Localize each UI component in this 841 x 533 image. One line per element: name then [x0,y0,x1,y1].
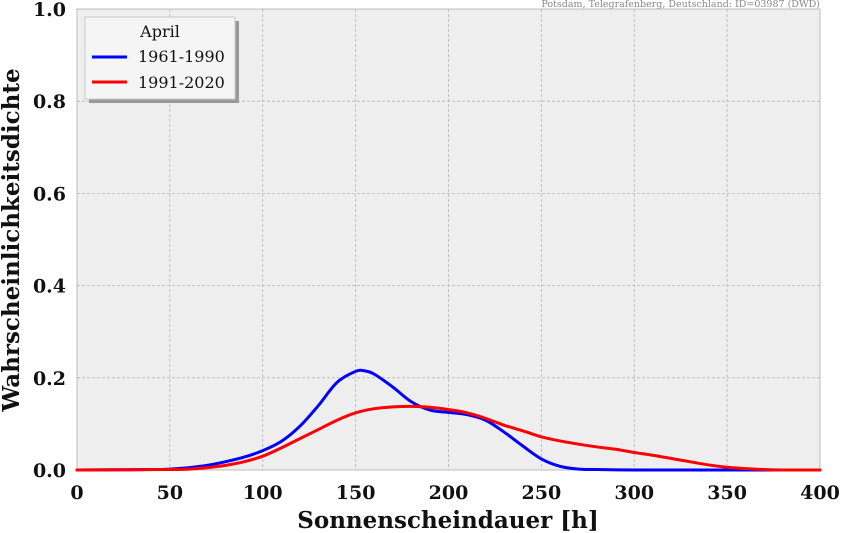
y-tick-label: 0.8 [33,91,66,113]
x-tick-label: 150 [336,482,376,504]
x-tick-label: 50 [157,482,183,504]
y-tick-label: 1.0 [33,0,66,21]
source-note: Potsdam, Telegrafenberg, Deutschland: ID… [541,0,820,10]
x-tick-label: 250 [522,482,562,504]
legend-title: April [139,22,180,41]
y-tick-label: 0.0 [33,460,66,482]
y-tick-labels: 0.0 0.2 0.4 0.6 0.8 1.0 [33,0,66,482]
legend: April 1961-1990 1991-2020 [84,16,239,103]
y-tick-label: 0.6 [33,183,66,205]
legend-entry-1961-1990: 1961-1990 [138,47,225,66]
x-tick-label: 0 [70,482,83,504]
y-tick-label: 0.2 [33,368,66,390]
x-tick-label: 350 [707,482,747,504]
series-line-1991-2020 [75,404,822,472]
y-axis-title: Wahrscheinlichkeitsdichte [0,68,25,412]
legend-entry-1991-2020: 1991-2020 [138,73,225,92]
y-tick-label: 0.4 [33,276,66,298]
x-axis-title: Sonnenscheindauer [h] [297,507,598,533]
x-tick-labels: 0 50 100 150 200 250 300 350 400 [70,482,839,504]
x-tick-label: 400 [800,482,840,504]
x-tick-label: 300 [614,482,654,504]
x-tick-label: 100 [243,482,283,504]
series-line-1961-1990 [75,368,822,472]
x-tick-label: 200 [429,482,469,504]
series-lines [75,368,822,472]
